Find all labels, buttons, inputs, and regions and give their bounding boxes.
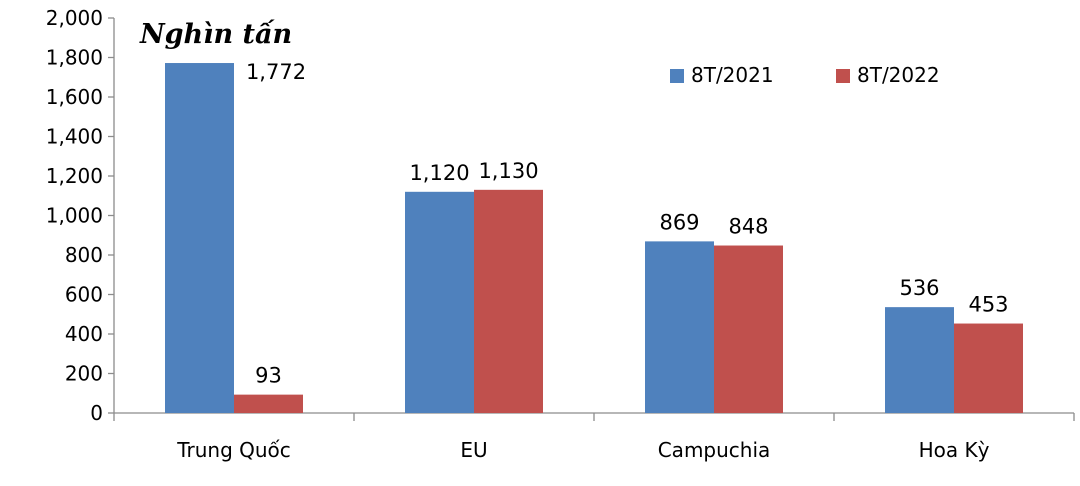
x-category-label: Trung Quốc [176,438,291,462]
bar-series-2 [474,189,543,413]
bar-series-1 [405,191,474,413]
y-tick-label: 1,600 [46,85,103,109]
y-tick-label: 1,200 [46,164,103,188]
bars [165,63,1023,413]
x-category-label: EU [460,438,487,462]
data-label: 536 [899,276,939,300]
bar-series-2 [714,245,783,413]
y-tick-label: 200 [65,362,103,386]
x-category-label: Campuchia [658,438,771,462]
y-tick-label: 0 [90,401,103,425]
bar-series-2 [954,323,1023,413]
data-label: 1,130 [478,159,538,183]
data-label: 1,772 [246,60,306,84]
data-label: 848 [728,215,768,239]
y-tick-label: 1,400 [46,125,103,149]
x-axis: Trung Quốc EU Campuchia Hoa Kỳ [113,412,1075,462]
legend-swatch [836,69,850,83]
y-tick-label: 2,000 [46,6,103,30]
bar-series-1 [645,241,714,413]
legend-label: 8T/2021 [691,63,774,87]
legend-swatch [670,69,684,83]
data-label: 453 [968,293,1008,317]
data-label: 93 [255,364,282,388]
data-label: 1,120 [409,161,469,185]
y-tick-label: 400 [65,322,103,346]
data-labels: 1,772 93 1,120 1,130 869 848 536 453 [246,60,1009,388]
unit-label: Nghìn tấn [139,18,292,50]
y-axis: 0 200 400 600 800 1,000 1,200 1,400 1,600 1,800 2,… [46,6,115,425]
x-category-label: Hoa Kỳ [919,438,990,462]
y-tick-label: 800 [65,243,103,267]
bar-series-1 [885,307,954,413]
legend-label: 8T/2022 [857,63,940,87]
data-label: 869 [659,210,699,234]
y-tick-label: 600 [65,283,103,307]
bar-series-2 [234,394,303,413]
y-tick-label: 1,800 [46,46,103,70]
bar-series-1 [165,63,234,413]
y-tick-label: 1,000 [46,204,103,228]
legend: 8T/2021 8T/2022 [670,63,940,87]
